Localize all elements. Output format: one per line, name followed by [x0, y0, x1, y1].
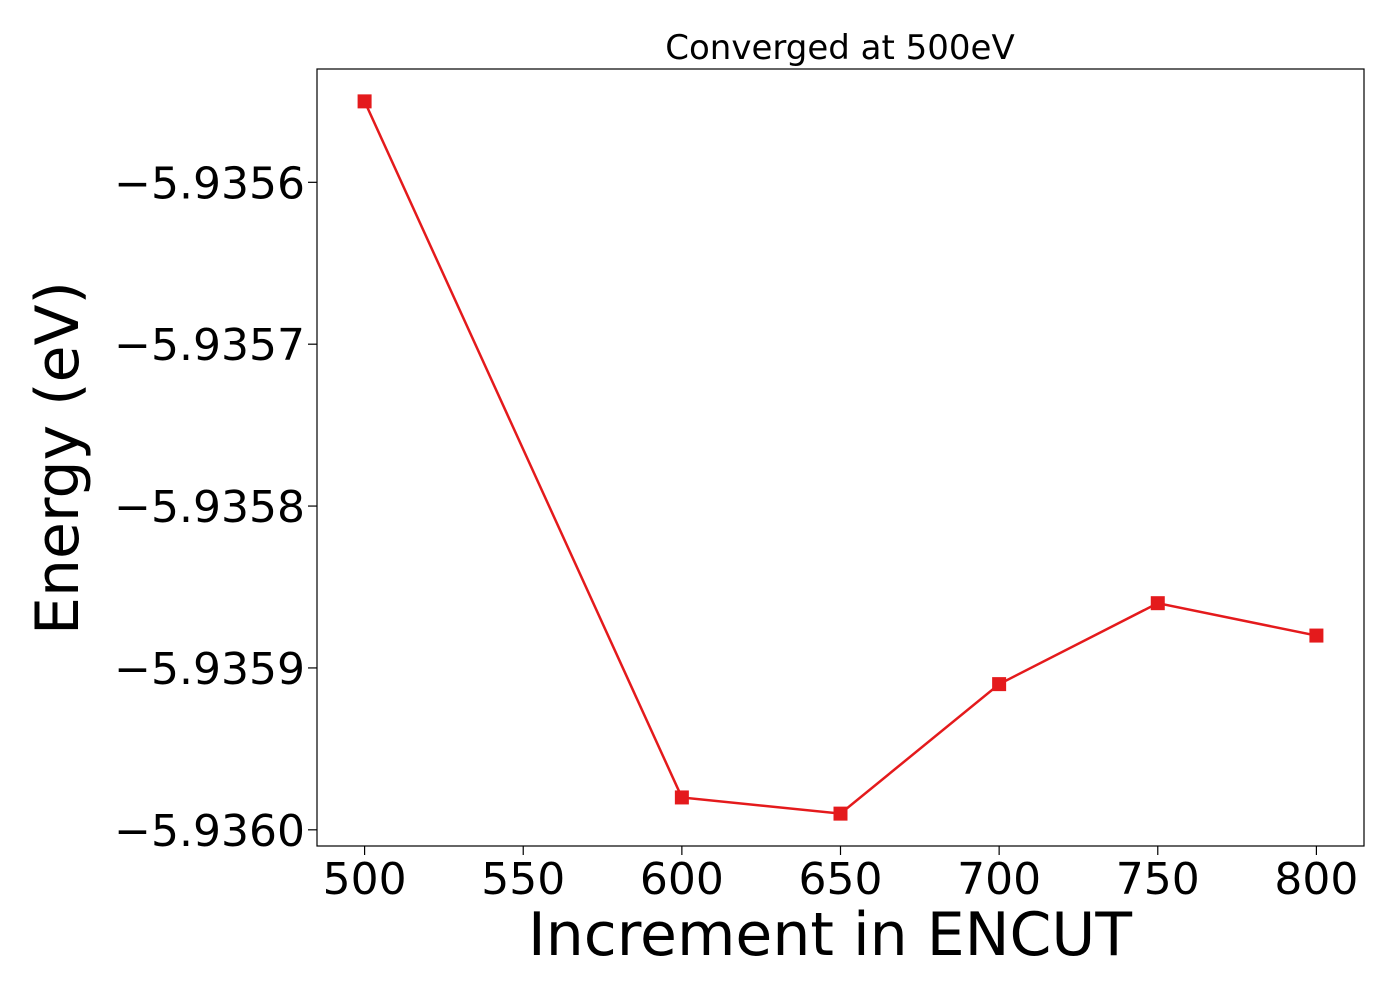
- y-tick-label: −5.9360: [114, 806, 305, 857]
- y-axis-label: Energy (eV): [23, 281, 93, 635]
- x-axis: 500 550 600 650 700 750 800: [323, 846, 1358, 905]
- data-point-marker: [833, 806, 848, 821]
- data-point-marker: [357, 94, 372, 109]
- series-line: [363, 100, 1317, 815]
- x-tick-label: 800: [1274, 854, 1358, 905]
- data-point-marker: [674, 790, 689, 805]
- x-tick-label: 750: [1116, 854, 1200, 905]
- data-point-marker: [1309, 628, 1324, 643]
- plot-area: 500 550 600 650 700 750 800 −5.9356−5.9357−5.9…: [114, 68, 1365, 905]
- x-axis-label: Increment in ENCUT: [528, 900, 1132, 970]
- data-point-marker: [1150, 596, 1165, 611]
- y-tick-label: −5.9356: [114, 158, 305, 209]
- x-tick-label: 550: [481, 854, 565, 905]
- y-tick-label: −5.9357: [114, 320, 305, 371]
- data-point-marker: [992, 677, 1007, 692]
- y-tick-label: −5.9358: [114, 482, 305, 533]
- x-tick-label: 500: [323, 854, 407, 905]
- y-axis: −5.9356 −5.9357 −5.9358 −5.9359 −5.9360: [114, 158, 317, 857]
- y-tick-label: −5.9359: [114, 644, 305, 695]
- series-layer: [357, 94, 1324, 821]
- x-tick-label: 600: [640, 854, 724, 905]
- x-tick-label: 700: [957, 854, 1041, 905]
- axes-frame: [316, 68, 1365, 847]
- x-tick-label: 650: [799, 854, 883, 905]
- chart-title: Converged at 500eV: [665, 28, 1014, 68]
